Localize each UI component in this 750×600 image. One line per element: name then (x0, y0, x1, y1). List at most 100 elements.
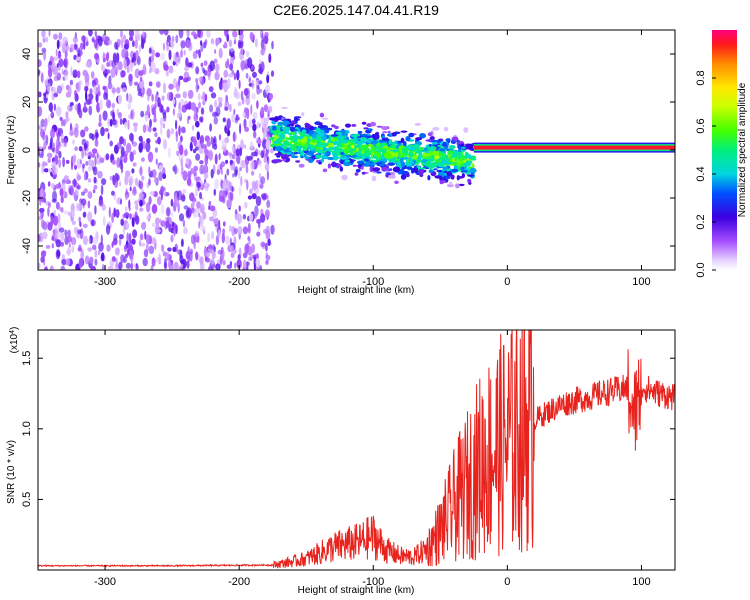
heat-cell-922 (171, 35, 175, 43)
x-tick-label-0: -300 (94, 576, 116, 588)
heat-cell-1261 (129, 132, 134, 142)
heat-cell-254 (251, 193, 257, 200)
heat-cell-785 (107, 132, 110, 140)
heat-cell-1086 (111, 159, 116, 165)
heat-cell-1299 (229, 49, 231, 57)
band-cell-960 (366, 139, 372, 144)
heat-cell-1364 (119, 118, 123, 125)
heat-cell-1244 (226, 118, 231, 130)
heat-cell-826 (89, 256, 94, 264)
heat-cell-1249 (73, 127, 79, 138)
heat-cell-290 (96, 102, 101, 113)
heat-cell-1422 (134, 200, 139, 205)
heat-cell-1107 (256, 86, 261, 95)
band-cell-423 (405, 173, 410, 178)
heat-cell-1333 (83, 101, 87, 112)
heat-cell-807 (77, 70, 81, 79)
heat-cell-294 (103, 92, 107, 100)
heat-cell-1423 (130, 110, 133, 120)
heat-cell-1466 (156, 196, 162, 206)
heat-cell-1264 (231, 30, 238, 38)
heat-cell-1353 (93, 84, 97, 94)
heat-cell-1206 (181, 165, 184, 176)
heat-cell-1047 (71, 245, 75, 253)
band-cell-964 (400, 137, 405, 144)
band-cell-1023 (279, 134, 285, 140)
heat-cell-420 (252, 111, 258, 120)
band-cell-1010 (356, 152, 362, 157)
heat-cell-1136 (176, 51, 179, 58)
heat-cell-924 (167, 147, 171, 159)
heat-cell-1480 (134, 177, 139, 186)
heat-cell-1380 (70, 122, 72, 131)
band-cell-674 (456, 151, 461, 157)
heat-cell-440 (251, 243, 256, 254)
band-cell-128 (362, 171, 366, 175)
heat-cell-625 (116, 174, 120, 181)
heat-cell-1437 (202, 164, 207, 174)
heat-cell-636 (209, 216, 215, 222)
heat-cell-855 (71, 210, 76, 218)
band-cell-988 (343, 149, 350, 154)
heat-cell-1087 (190, 102, 196, 111)
heat-cell-1254 (67, 85, 72, 96)
heat-cell-121 (176, 150, 180, 157)
heat-cell-854 (42, 231, 48, 240)
band-cell-1098 (430, 163, 436, 168)
heat-cell-1274 (191, 31, 197, 36)
heat-cell-605 (147, 95, 150, 102)
heat-cell-1216 (226, 168, 230, 176)
heat-cell-1449 (139, 167, 143, 175)
heat-cell-1174 (72, 139, 75, 145)
heat-cell-1032 (131, 238, 136, 245)
band-cell-1015 (417, 156, 422, 161)
heat-cell-201 (228, 39, 233, 48)
heat-cell-1006 (222, 228, 226, 235)
heat-cell-292 (151, 93, 154, 102)
heat-cell-1388 (52, 61, 56, 70)
band-cell-981 (408, 132, 415, 138)
heat-cell-757 (107, 118, 111, 127)
heat-cell-909 (151, 237, 157, 245)
band-cell-1016 (450, 168, 459, 173)
heat-cell-1445 (73, 178, 76, 188)
colorbar-label: Normalized spectral amplitude (737, 82, 748, 217)
heat-cell-926 (78, 80, 83, 86)
heat-cell-554 (117, 61, 123, 71)
heat-cell-1450 (130, 262, 134, 270)
heat-cell-175 (38, 142, 41, 148)
heat-cell-1231 (139, 76, 143, 82)
heat-cell-1236 (91, 38, 95, 43)
heatmap-cells (38, 30, 675, 270)
heat-cell-972 (214, 153, 218, 165)
heat-cell-1284 (238, 30, 244, 36)
heat-cell-1396 (265, 252, 268, 258)
heat-cell-1375 (124, 121, 127, 129)
heat-cell-948 (230, 252, 235, 258)
heat-cell-1322 (206, 69, 212, 77)
heat-cell-1101 (258, 67, 263, 74)
heat-cell-127 (207, 232, 211, 243)
heat-cell-631 (209, 104, 214, 113)
heat-cell-815 (256, 139, 262, 144)
heat-cell-1165 (51, 110, 54, 118)
heat-cell-366 (189, 251, 193, 262)
heat-cell-167 (166, 128, 171, 139)
heat-cell-300 (183, 205, 189, 210)
heat-cell-1088 (120, 218, 124, 226)
heat-cell-742 (128, 232, 132, 244)
heat-cell-363 (52, 215, 59, 226)
heat-cell-1012 (214, 99, 218, 108)
heat-cell-291 (48, 30, 51, 37)
heat-cell-731 (88, 151, 92, 156)
heat-cell-1436 (162, 82, 167, 94)
band-cell-708 (280, 153, 288, 157)
heat-cell-609 (151, 203, 158, 214)
heat-cell-359 (206, 30, 211, 38)
band-cell-827 (457, 143, 461, 149)
heat-cell-370 (80, 42, 84, 50)
band-cell-1057 (283, 145, 287, 150)
heat-cell-388 (108, 207, 111, 218)
heat-cell-1341 (168, 83, 174, 90)
